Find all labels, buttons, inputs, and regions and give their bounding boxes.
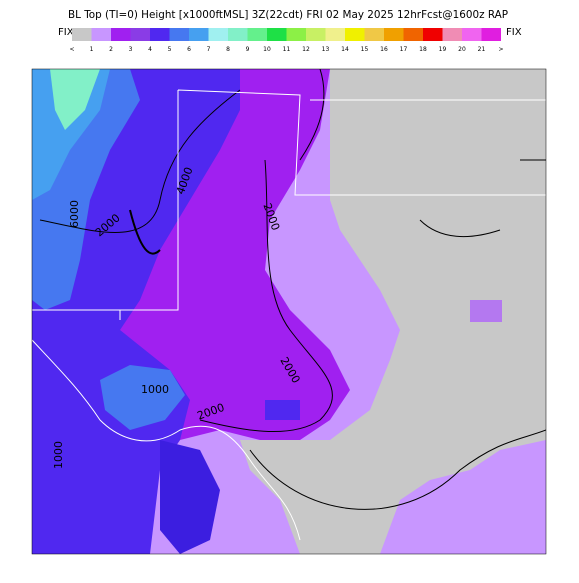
legend-label: 20 <box>458 46 466 53</box>
legend: <1 2 3 4 5 6 7 8 9 10 11 12 13 14 15 16 17 18 19 20 21 > <box>69 28 504 53</box>
legend-swatch <box>364 28 384 41</box>
legend-label: 4 <box>148 46 152 53</box>
green-region <box>50 69 100 130</box>
legend-label: < <box>69 46 74 53</box>
legend-swatch <box>345 28 365 41</box>
legend-label: 5 <box>168 46 172 53</box>
legend-swatch <box>267 28 287 41</box>
map-frame <box>31 68 547 555</box>
legend-swatch <box>91 28 111 41</box>
purple-patch <box>470 300 502 322</box>
legend-swatch <box>169 28 189 41</box>
contour-label: 1000 <box>141 383 169 396</box>
legend-swatch <box>481 28 501 41</box>
legend-label: 11 <box>283 46 291 53</box>
legend-label: 8 <box>226 46 230 53</box>
legend-label: 19 <box>439 46 447 53</box>
legend-swatch <box>150 28 170 41</box>
legend-label: 16 <box>380 46 388 53</box>
legend-swatch <box>247 28 267 41</box>
contour-line <box>39 89 241 233</box>
legend-label: 13 <box>322 46 330 53</box>
legend-label: 9 <box>246 46 250 53</box>
cyan-region <box>32 69 110 200</box>
contour-label: 6000 <box>68 200 81 228</box>
legend-label: 18 <box>419 46 427 53</box>
legend-swatch <box>286 28 306 41</box>
legend-swatch <box>442 28 462 41</box>
legend-swatch <box>403 28 423 41</box>
legend-swatch <box>189 28 209 41</box>
legend-label: 6 <box>187 46 191 53</box>
legend-right-label: FIX <box>506 27 522 38</box>
legend-label: 1 <box>90 46 94 53</box>
legend-left-label: FIX <box>58 27 74 38</box>
legend-label: 10 <box>263 46 271 53</box>
legend-swatch <box>325 28 345 41</box>
legend-swatch <box>208 28 228 41</box>
legend-label: > <box>498 46 503 53</box>
light-blue-patch <box>100 365 185 430</box>
legend-swatch <box>228 28 248 41</box>
blue-patch <box>265 400 300 420</box>
contour-line <box>419 159 546 238</box>
legend-swatch <box>72 28 92 41</box>
legend-label: 15 <box>361 46 369 53</box>
legend-swatch <box>384 28 404 41</box>
title: BL Top (TI=0) Height [x1000ftMSL] 3Z(22c… <box>68 8 508 21</box>
legend-label: 7 <box>207 46 211 53</box>
legend-swatch <box>423 28 443 41</box>
contour-line <box>299 69 325 161</box>
legend-label: 14 <box>341 46 349 53</box>
state-border <box>32 89 546 320</box>
legend-label: 12 <box>302 46 310 53</box>
legend-swatch <box>111 28 131 41</box>
legend-swatch <box>462 28 482 41</box>
legend-label: 17 <box>400 46 408 53</box>
legend-label: 21 <box>478 46 486 53</box>
legend-label: 3 <box>129 46 133 53</box>
contour-line <box>199 159 333 433</box>
contour-line <box>129 209 161 255</box>
border-line <box>32 339 301 541</box>
legend-label: 2 <box>109 46 113 53</box>
legend-swatch <box>306 28 326 41</box>
contour-label: 1000 <box>52 441 65 469</box>
legend-swatch <box>130 28 150 41</box>
gray-region <box>240 69 546 554</box>
contour-line <box>249 429 546 510</box>
dark-blue-region <box>160 440 220 554</box>
